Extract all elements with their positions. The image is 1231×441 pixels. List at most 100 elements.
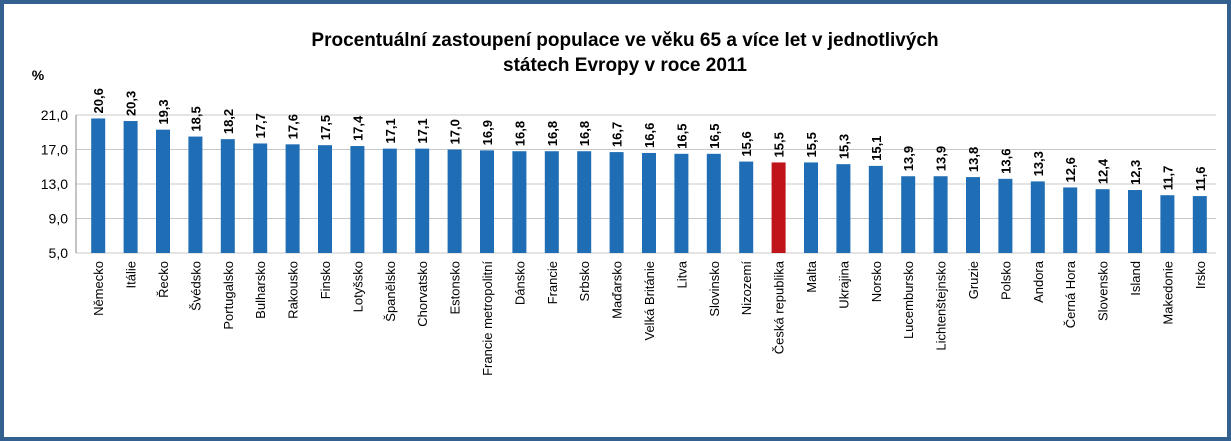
bar xyxy=(350,146,365,253)
x-tick-label: Irsko xyxy=(1193,261,1208,289)
bar xyxy=(1160,195,1175,253)
x-tick-label: Srbsko xyxy=(577,261,592,301)
bar xyxy=(804,162,818,253)
value-label: 13,9 xyxy=(901,146,916,171)
value-label: 12,6 xyxy=(1063,157,1078,182)
x-tick-label: Portugalsko xyxy=(221,261,236,330)
value-label: 17,4 xyxy=(350,115,365,141)
value-label: 17,7 xyxy=(253,113,268,138)
y-tick-label: 21,0 xyxy=(41,107,68,123)
x-tick-label: Lotyšsko xyxy=(350,261,365,312)
bar xyxy=(609,152,624,253)
bar xyxy=(1128,190,1142,253)
bar xyxy=(512,151,527,253)
bar xyxy=(1030,181,1045,253)
value-label: 16,9 xyxy=(480,120,495,145)
bar xyxy=(1192,196,1207,253)
value-label: 17,0 xyxy=(448,119,463,144)
value-label: 11,6 xyxy=(1193,166,1208,191)
bar xyxy=(868,165,883,253)
value-label: 12,4 xyxy=(1096,158,1111,184)
x-tick-label: Dánsko xyxy=(512,261,527,305)
bar xyxy=(933,176,948,253)
x-tick-label: Maďarsko xyxy=(610,261,625,319)
value-label: 16,5 xyxy=(707,124,722,149)
value-label: 15,5 xyxy=(772,132,787,157)
x-tick-label: Rakousko xyxy=(286,261,301,319)
x-tick-label: Malta xyxy=(804,260,819,293)
x-tick-label: Bulharsko xyxy=(253,261,268,319)
y-tick-label: 9,0 xyxy=(49,211,69,227)
value-label: 15,1 xyxy=(869,136,884,161)
value-label: 15,3 xyxy=(836,134,851,159)
bar xyxy=(123,121,138,253)
value-label: 16,8 xyxy=(545,121,560,146)
value-label: 18,5 xyxy=(188,106,203,131)
value-label: 17,6 xyxy=(286,114,301,139)
x-tick-label: Francie xyxy=(545,261,560,304)
x-tick-label: Francie metropolitní xyxy=(480,261,495,376)
x-tick-label: Švédsko xyxy=(188,261,203,311)
value-label: 17,5 xyxy=(318,115,333,140)
x-tick-label: Německo xyxy=(91,261,106,316)
bar xyxy=(836,164,851,253)
value-label: 16,8 xyxy=(577,121,592,146)
value-label: 13,8 xyxy=(966,147,981,172)
bar xyxy=(966,177,980,253)
bar xyxy=(91,118,106,253)
bar xyxy=(285,144,300,253)
x-tick-label: Finsko xyxy=(318,261,333,299)
bar xyxy=(706,153,721,253)
value-label: 15,5 xyxy=(804,132,819,157)
bar xyxy=(544,151,559,253)
value-label: 17,1 xyxy=(383,118,398,143)
value-label: 20,6 xyxy=(91,88,106,113)
x-tick-label: Velká Británie xyxy=(642,261,657,341)
x-tick-label: Černá Hora xyxy=(1063,260,1078,328)
value-label: 15,6 xyxy=(739,131,754,156)
y-tick-label: 13,0 xyxy=(41,176,68,192)
x-tick-label: Řecko xyxy=(156,261,171,298)
value-label: 16,6 xyxy=(642,123,657,148)
x-tick-label: Slovensko xyxy=(1096,261,1111,321)
value-label: 16,7 xyxy=(610,122,625,147)
value-label: 16,5 xyxy=(674,124,689,149)
x-tick-label: Estonsko xyxy=(448,261,463,314)
x-tick-label: Chorvatsko xyxy=(415,261,430,327)
y-tick-label: 5,0 xyxy=(49,245,69,261)
bar xyxy=(382,148,397,253)
bar xyxy=(1095,189,1110,253)
value-label: 18,2 xyxy=(221,109,236,134)
value-label: 13,9 xyxy=(934,146,949,171)
bar xyxy=(220,139,235,253)
chart-title: státech Evropy v roce 2011 xyxy=(503,55,747,76)
x-tick-label: Lucembursko xyxy=(901,261,916,339)
bar xyxy=(253,143,268,253)
bar xyxy=(318,145,332,253)
bar xyxy=(771,162,786,253)
bar xyxy=(577,151,592,253)
bar xyxy=(156,129,170,253)
x-tick-label: Litva xyxy=(674,260,689,288)
x-tick-label: Gruzie xyxy=(966,261,981,299)
x-tick-label: Ukrajina xyxy=(836,260,851,308)
value-label: 19,3 xyxy=(156,99,171,124)
bar xyxy=(901,176,916,253)
x-tick-label: Itálie xyxy=(124,261,139,288)
bar xyxy=(188,136,203,253)
value-label: 13,3 xyxy=(1031,151,1046,176)
x-tick-label: Makedonie xyxy=(1160,261,1175,325)
x-tick-label: Španělsko xyxy=(383,261,398,322)
value-label: 12,3 xyxy=(1128,160,1143,185)
x-tick-label: Andora xyxy=(1031,260,1046,303)
bar xyxy=(674,153,689,253)
value-label: 11,7 xyxy=(1160,166,1175,191)
x-tick-label: Island xyxy=(1128,261,1143,296)
bar xyxy=(480,150,494,253)
value-label: 17,1 xyxy=(415,118,430,143)
bar xyxy=(739,161,754,253)
value-label: 20,3 xyxy=(124,91,139,116)
bar xyxy=(447,149,462,253)
x-tick-label: Norsko xyxy=(869,261,884,302)
